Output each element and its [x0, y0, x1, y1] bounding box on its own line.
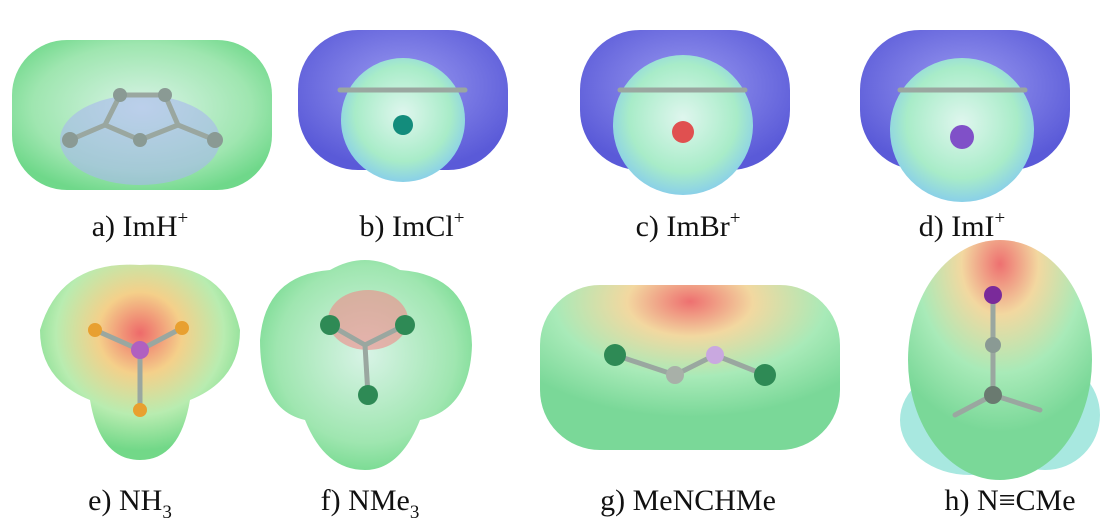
panel-subscript: 3: [162, 502, 172, 523]
panel-letter: c): [636, 210, 659, 243]
panel-charge: +: [454, 208, 465, 229]
panel-label: a) ImH+: [92, 208, 189, 243]
panel-letter: d): [919, 210, 944, 243]
figure: a) ImH+ b) ImCl+ c) ImBr+ d) ImI+ e) NH3…: [0, 0, 1115, 525]
panel-name: ImCl: [392, 210, 454, 243]
panel-label: b) ImCl+: [360, 208, 465, 243]
molecule-g: [540, 285, 840, 450]
molecule-h: [900, 240, 1100, 480]
panel-label: h) N≡CMe: [944, 484, 1075, 517]
panel-letter: a): [92, 210, 115, 243]
panel-label: f) NMe3: [321, 484, 420, 523]
panel-charge: +: [178, 208, 189, 229]
panel-name: ImI: [951, 210, 994, 243]
panel-label: c) ImBr+: [636, 208, 741, 243]
panel-name: MeNCHMe: [633, 484, 776, 517]
panel-charge: +: [995, 208, 1006, 229]
molecule-a: [12, 40, 272, 190]
panel-name: ImH: [123, 210, 178, 243]
panel-name: NH: [119, 484, 162, 517]
molecule-e: [40, 265, 240, 460]
panel-letter: b): [360, 210, 385, 243]
molecule-d: [860, 30, 1070, 202]
panel-letter: g): [600, 484, 625, 517]
panel-label: g) MeNCHMe: [600, 484, 776, 517]
panel-letter: e): [88, 484, 111, 517]
panel-charge: +: [730, 208, 741, 229]
panel-label: e) NH3: [88, 484, 172, 523]
panel-label: d) ImI+: [919, 208, 1006, 243]
molecule-f: [260, 260, 472, 470]
panel-letter: f): [321, 484, 341, 517]
molecule-b: [298, 30, 508, 182]
panel-letter: h): [944, 484, 969, 517]
panel-name: ImBr: [666, 210, 729, 243]
molecule-c: [580, 30, 790, 195]
panel-name: NMe: [348, 484, 410, 517]
panel-name: N≡CMe: [977, 484, 1076, 517]
panel-subscript: 3: [410, 502, 420, 523]
